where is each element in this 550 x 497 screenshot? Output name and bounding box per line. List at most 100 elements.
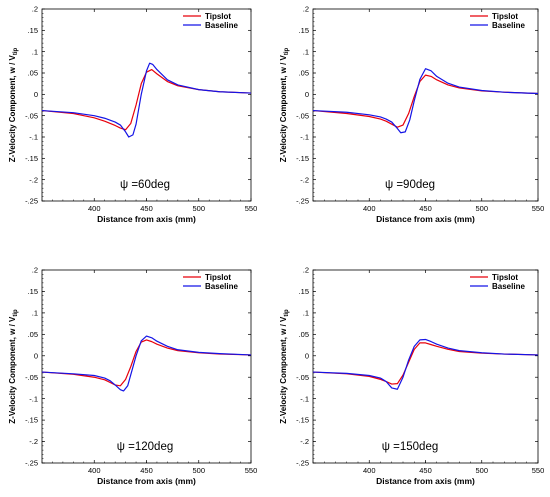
y-tick-label: -.05 (296, 373, 309, 382)
y-tick-label: -.15 (296, 416, 309, 425)
y-axis-label-main: Z-Velocity Component, w / V (8, 54, 17, 162)
y-axis-label-main: Z-Velocity Component, w / V (279, 54, 288, 162)
x-tick-label: 550 (532, 466, 545, 475)
series-line-tipslot (312, 342, 539, 385)
series-line-baseline (312, 68, 539, 134)
x-tick-label: 400 (88, 204, 101, 213)
x-tick-label: 500 (192, 204, 205, 213)
y-tick-label: -.2 (300, 437, 309, 446)
x-tick-label: 550 (245, 204, 258, 213)
y-tick-label: .05 (299, 69, 309, 78)
series-line-tipslot (312, 74, 539, 128)
y-tick-label: -.1 (29, 133, 38, 142)
x-tick-label: 400 (363, 204, 376, 213)
y-tick-label: .1 (32, 308, 38, 317)
legend-label: Tipslot (205, 12, 231, 21)
legend-label: Baseline (205, 282, 238, 291)
y-axis-label-main: Z-Velocity Component, w / V (279, 316, 288, 424)
y-axis-label-subscript: tip (284, 309, 290, 317)
y-tick-label: -.2 (29, 175, 38, 184)
y-tick-label: -.25 (25, 459, 38, 468)
psi-annotation: ψ =150deg (382, 441, 438, 453)
legend-label: Baseline (492, 21, 525, 30)
x-tick-label: 450 (419, 466, 432, 475)
y-axis-label: Z-Velocity Component, w / Vtip (8, 309, 19, 424)
y-tick-label: .05 (28, 69, 38, 78)
y-tick-label: -.15 (25, 416, 38, 425)
x-tick-label: 450 (419, 204, 432, 213)
series-line-baseline (41, 62, 252, 138)
y-tick-label: .15 (299, 26, 309, 35)
panel-p60: -.25 -.2 -.15 -.1 -.05 0 .05 .1 .15 .2 400 450 500 55… (8, 5, 257, 224)
legend-label: Tipslot (205, 273, 231, 282)
plot-frame (312, 269, 539, 464)
plot-frame (41, 8, 252, 202)
psi-annotation: ψ =120deg (117, 441, 173, 453)
y-tick-label: .1 (303, 308, 309, 317)
y-axis-label-subscript: tip (13, 47, 19, 55)
series-line-tipslot (41, 68, 252, 131)
legend-label: Baseline (492, 282, 525, 291)
x-tick-label: 500 (192, 466, 205, 475)
legend-label: Tipslot (492, 273, 518, 282)
y-tick-label: .15 (299, 287, 309, 296)
x-tick-label: 500 (475, 466, 488, 475)
x-tick-label: 400 (88, 466, 101, 475)
psi-annotation: ψ =90deg (385, 179, 435, 191)
y-tick-label: 0 (34, 351, 38, 360)
y-tick-label: -.1 (300, 133, 309, 142)
y-tick-label: -.05 (25, 373, 38, 382)
y-tick-label: -.05 (296, 111, 309, 120)
y-tick-label: -.15 (25, 154, 38, 163)
y-tick-label: .05 (28, 330, 38, 339)
x-axis-label: Distance from axis (mm) (376, 476, 475, 486)
series-line-tipslot (41, 339, 252, 387)
y-axis-label-subscript: tip (284, 47, 290, 55)
x-tick-label: 550 (245, 466, 258, 475)
y-tick-label: .1 (32, 47, 38, 56)
panel-p120: -.25 -.2 -.15 -.1 -.05 0 .05 .1 .15 .2 400 450 500 55… (8, 266, 257, 486)
y-axis-label: Z-Velocity Component, w / Vtip (279, 309, 290, 424)
y-tick-label: -.2 (29, 437, 38, 446)
y-axis-label: Z-Velocity Component, w / Vtip (279, 47, 290, 162)
y-tick-label: .2 (303, 266, 309, 275)
y-axis-label-main: Z-Velocity Component, w / V (8, 316, 17, 424)
y-tick-label: -.25 (296, 459, 309, 468)
panel-p90: -.25 -.2 -.15 -.1 -.05 0 .05 .1 .15 .2 400 450 500 55… (279, 5, 544, 224)
legend-label: Baseline (205, 21, 238, 30)
psi-annotation: ψ =60deg (120, 179, 170, 191)
series-line-baseline (312, 338, 539, 390)
y-tick-label: .1 (303, 47, 309, 56)
y-axis-label-subscript: tip (13, 309, 19, 317)
x-axis-label: Distance from axis (mm) (97, 214, 196, 224)
y-tick-label: .2 (303, 5, 309, 14)
y-tick-label: .2 (32, 5, 38, 14)
y-tick-label: -.1 (29, 394, 38, 403)
x-axis-label: Distance from axis (mm) (376, 214, 475, 224)
y-tick-label: 0 (305, 90, 309, 99)
y-tick-label: .05 (299, 330, 309, 339)
y-tick-label: -.1 (300, 394, 309, 403)
y-tick-label: -.25 (296, 197, 309, 206)
legend-label: Tipslot (492, 12, 518, 21)
y-tick-label: -.05 (25, 111, 38, 120)
y-tick-label: -.2 (300, 175, 309, 184)
x-tick-label: 500 (475, 204, 488, 213)
series-line-baseline (41, 335, 252, 392)
x-tick-label: 450 (140, 204, 153, 213)
plot-frame (41, 269, 252, 464)
y-axis-label: Z-Velocity Component, w / Vtip (8, 47, 19, 162)
y-tick-label: 0 (34, 90, 38, 99)
y-tick-label: -.25 (25, 197, 38, 206)
y-tick-label: .2 (32, 266, 38, 275)
y-tick-label: -.15 (296, 154, 309, 163)
plot-frame (312, 8, 539, 202)
x-tick-label: 400 (363, 466, 376, 475)
x-tick-label: 450 (140, 466, 153, 475)
y-tick-label: 0 (305, 351, 309, 360)
x-tick-label: 550 (532, 204, 545, 213)
y-tick-label: .15 (28, 287, 38, 296)
y-tick-label: .15 (28, 26, 38, 35)
